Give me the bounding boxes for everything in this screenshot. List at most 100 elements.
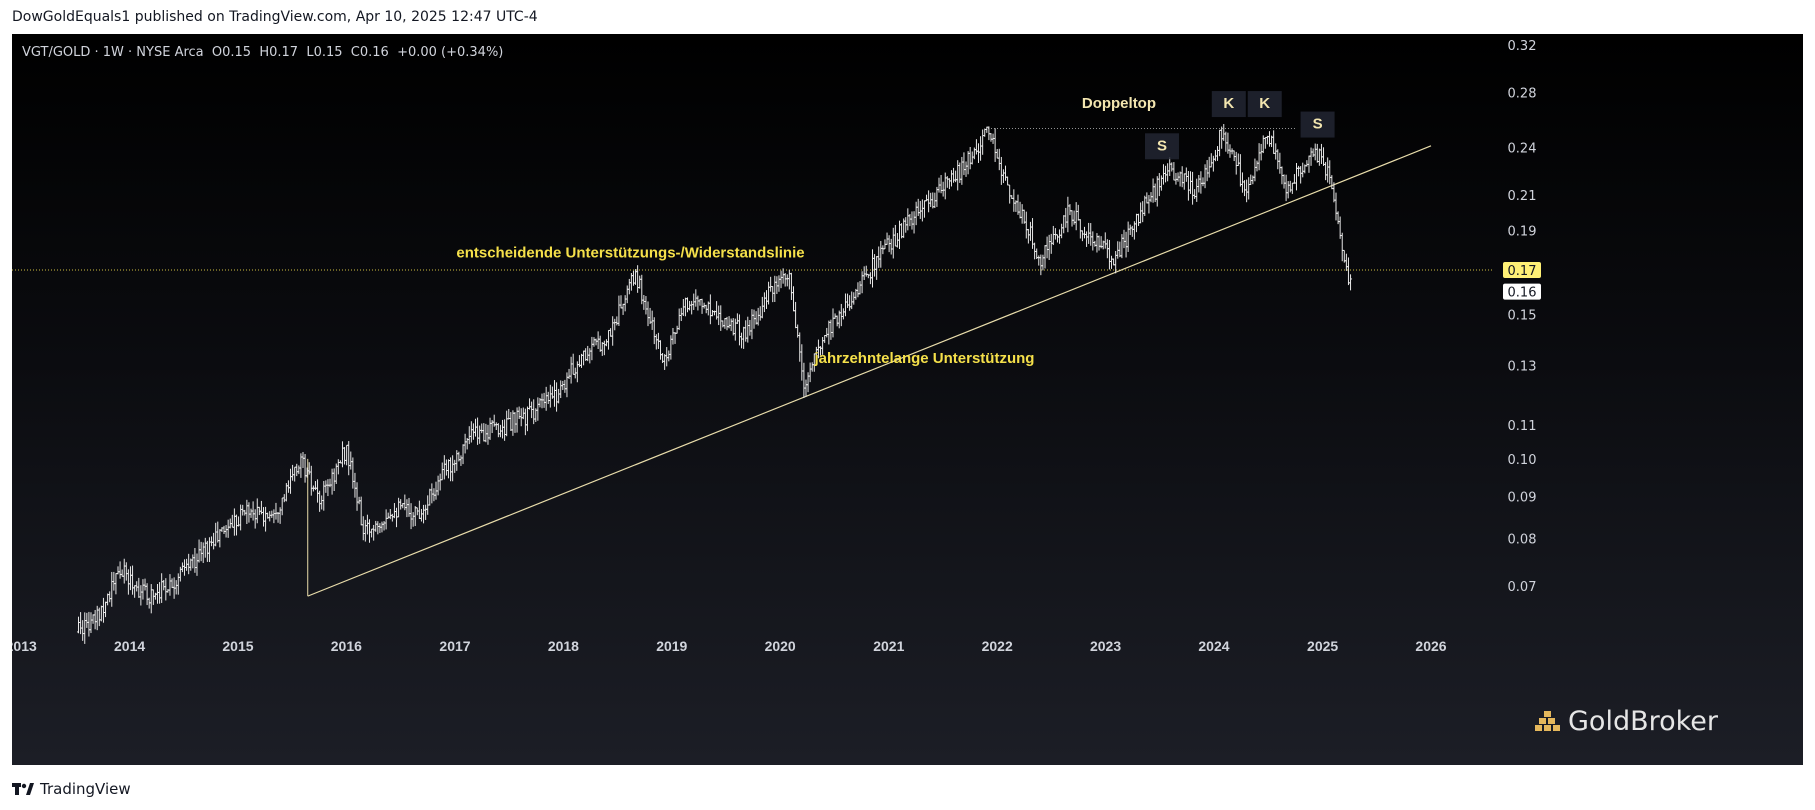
ohlc-bar (1211, 155, 1215, 172)
ohlc-bar (1076, 204, 1080, 221)
ohlc-bar (619, 295, 623, 309)
ohlc-bar (104, 601, 108, 618)
symbol-ohlc-legend[interactable]: VGT/GOLD · 1W · NYSE Arca O0.15 H0.17 L0… (22, 45, 504, 60)
ohlc-bar (1326, 157, 1330, 183)
ohlc-bar (212, 532, 216, 550)
ohlc-bar (555, 382, 559, 412)
ohlc-bar (1234, 151, 1238, 175)
ohlc-bar (143, 578, 147, 591)
ohlc-bar (1299, 166, 1303, 184)
ohlc-bar (646, 301, 650, 327)
ohlc-bar (301, 451, 305, 468)
ohlc-bar (207, 537, 211, 563)
ohlc-bar (746, 316, 750, 343)
chart-panel[interactable]: entscheidende Unterstützungs-/Widerstand… (12, 34, 1803, 765)
ohlc-bar (191, 554, 195, 569)
ohlc-bar (210, 536, 214, 547)
ohlc-bar (586, 345, 590, 362)
price-chart[interactable]: entscheidende Unterstützungs-/Widerstand… (12, 34, 1803, 765)
ohlc-bar (1070, 210, 1074, 227)
ohlc-bar (877, 246, 881, 268)
ohlc-bar (1080, 230, 1084, 242)
ohlc-bar (989, 133, 993, 142)
ohlc-bar (873, 254, 877, 277)
tradingview-footer[interactable]: TradingView (12, 780, 131, 798)
ohlc-bar (274, 502, 278, 520)
ohlc-bar (1216, 146, 1220, 161)
ohlc-bar (1039, 254, 1043, 276)
ohlc-bar (332, 468, 336, 492)
ohlc-bar (1051, 225, 1055, 246)
ohlc-bar (251, 501, 255, 521)
x-tick-label: 2015 (222, 638, 253, 654)
chart-annotation: K (1223, 95, 1234, 112)
chart-annotation: Doppeltop (1082, 95, 1156, 112)
ohlc-bar (318, 490, 322, 512)
ohlc-bar (384, 509, 388, 530)
ohlc-bar (642, 294, 646, 310)
ohlc-bar (825, 327, 829, 338)
x-tick-label: 2024 (1198, 638, 1229, 654)
ohlc-bar (1043, 245, 1047, 269)
ohlc-bar (627, 278, 631, 295)
ohlc-bar (1126, 221, 1130, 252)
ohlc-bar (1199, 171, 1203, 194)
ohlc-bar (843, 293, 847, 317)
ohlc-bar (241, 504, 245, 516)
ohlc-bar (328, 478, 332, 488)
ohlc-bar (771, 286, 775, 303)
ohlc-bar (1272, 130, 1276, 154)
ohlc-bar (289, 468, 293, 494)
ohlc-bar (149, 584, 153, 614)
ohlc-bar (222, 525, 226, 534)
ohlc-bar (1008, 184, 1012, 204)
ohlc-bar (376, 521, 380, 535)
ohlc-bar (122, 558, 126, 584)
ohlc-bar (879, 240, 883, 268)
ohlc-bar (609, 328, 613, 337)
ohlc-bar (870, 249, 874, 288)
ohlc-bar (453, 459, 457, 473)
x-tick-label: 2020 (765, 638, 796, 654)
ohlc-bar (997, 148, 1001, 171)
x-tick-label: 2013 (12, 638, 37, 654)
ohlc-bar (322, 480, 326, 511)
gold-bars-icon (1535, 710, 1560, 731)
ohlc-bar (216, 521, 220, 543)
ohlc-bar (974, 139, 978, 155)
ohlc-bar (199, 541, 203, 562)
ohlc-bar (313, 481, 317, 491)
ohlc-bar (261, 507, 265, 527)
y-tick-label: 0.09 (1508, 490, 1537, 505)
ohlc-bar (827, 320, 831, 345)
ohlc-bar (881, 245, 885, 255)
ohlc-bar (981, 129, 985, 155)
ohlc-bar (949, 170, 953, 187)
goldbroker-watermark: GoldBroker (1534, 706, 1718, 737)
ohlc-bar (249, 508, 253, 518)
ohlc-bar (131, 565, 135, 595)
ohlc-bar (1118, 241, 1122, 258)
ohlc-bar (964, 161, 968, 177)
ohlc-bar (1166, 163, 1170, 182)
ohlc-bar (1170, 162, 1174, 172)
ohlc-bar (1255, 160, 1259, 172)
ohlc-bar (1288, 180, 1292, 193)
ohlc-bar (806, 372, 810, 393)
decade-support-trendline (307, 145, 1432, 597)
ohlc-bar (446, 459, 450, 479)
ohlc-bar (1012, 189, 1016, 212)
ohlc-bar (1047, 234, 1051, 260)
goldbroker-brand-text: GoldBroker (1568, 706, 1719, 737)
ohlc-bar (781, 268, 785, 284)
ohlc-bar (954, 170, 958, 183)
ohlc-bar (848, 295, 852, 311)
ohlc-bar (604, 339, 608, 347)
ohlc-bar (380, 521, 384, 533)
ohlc-bar (779, 270, 783, 289)
ohlc-bar (399, 499, 403, 510)
ohlc-bar (484, 423, 488, 443)
ohlc-bar (293, 466, 297, 482)
ohlc-bar (891, 227, 895, 259)
ohlc-bar (187, 553, 191, 575)
